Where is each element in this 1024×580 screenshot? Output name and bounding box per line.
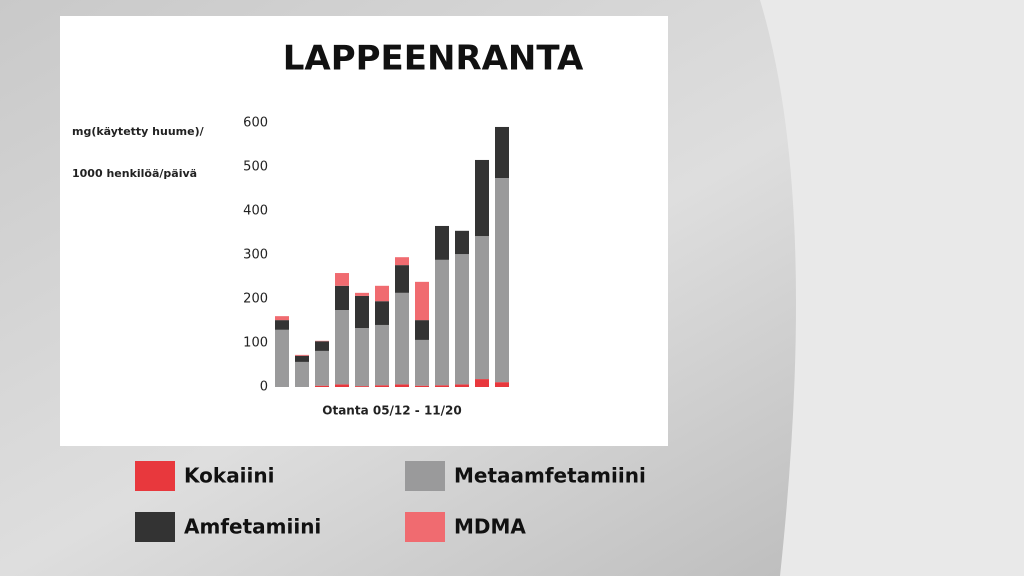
bar-segment [435, 260, 449, 385]
legend-label: Amfetamiini [184, 515, 321, 539]
bar-segment [295, 355, 309, 356]
bar-segment [355, 328, 369, 386]
bar-segment [415, 386, 429, 387]
bar-segment [295, 356, 309, 362]
bar-segment [435, 226, 449, 260]
x-axis-label: Otanta 05/12 - 11/20 [322, 404, 462, 418]
bar-segment [455, 231, 469, 254]
bar-segment [335, 273, 349, 286]
bar-segment [415, 282, 429, 320]
y-axis-label: 1000 henkilöä/päivä [72, 167, 197, 180]
bar-segment [335, 384, 349, 387]
y-tick-label: 600 [243, 116, 268, 131]
bar-segment [295, 362, 309, 387]
bar-segment [495, 382, 509, 387]
bar-segment [375, 385, 389, 387]
y-tick-label: 500 [243, 160, 268, 175]
bar-segment [355, 296, 369, 328]
bar-segment [435, 385, 449, 387]
y-tick-label: 200 [243, 292, 268, 307]
bar-segment [375, 301, 389, 325]
bar-segment [275, 320, 289, 330]
y-tick-label: 400 [243, 204, 268, 219]
y-tick-label: 300 [243, 248, 268, 263]
bar-segment [395, 293, 409, 385]
legend-swatch [405, 512, 445, 542]
bar-segment [395, 384, 409, 387]
bar-segment [475, 236, 489, 379]
y-axis-label: mg(käytetty huume)/ [72, 125, 205, 138]
bar-segment [315, 341, 329, 351]
bar-segment [455, 384, 469, 387]
legend-swatch [405, 461, 445, 491]
bar-segment [375, 325, 389, 385]
bar-segment [335, 310, 349, 384]
bar-segment [315, 351, 329, 386]
bar-segment [475, 379, 489, 387]
legend-label: Metaamfetamiini [454, 464, 646, 488]
legend-label: MDMA [454, 515, 526, 539]
bar-segment [495, 127, 509, 178]
bar-segment [375, 286, 389, 301]
bar-segment [315, 386, 329, 387]
bar-segment [455, 254, 469, 384]
bar-segment [395, 257, 409, 265]
y-tick-label: 0 [260, 380, 268, 395]
bar-segment [475, 160, 489, 236]
bar-segment [415, 320, 429, 340]
bar-segment [395, 265, 409, 293]
y-tick-label: 100 [243, 336, 268, 351]
legend-label: Kokaiini [184, 464, 275, 488]
bar-segment [415, 340, 429, 386]
bar-segment [355, 293, 369, 296]
background-shape [760, 0, 1024, 576]
bar-segment [335, 286, 349, 310]
bar-segment [495, 178, 509, 382]
bar-segment [355, 386, 369, 387]
bar-segment [275, 316, 289, 320]
chart-title: LAPPEENRANTA [283, 39, 584, 79]
legend-swatch [135, 512, 175, 542]
bar-segment [275, 330, 289, 387]
legend-swatch [135, 461, 175, 491]
